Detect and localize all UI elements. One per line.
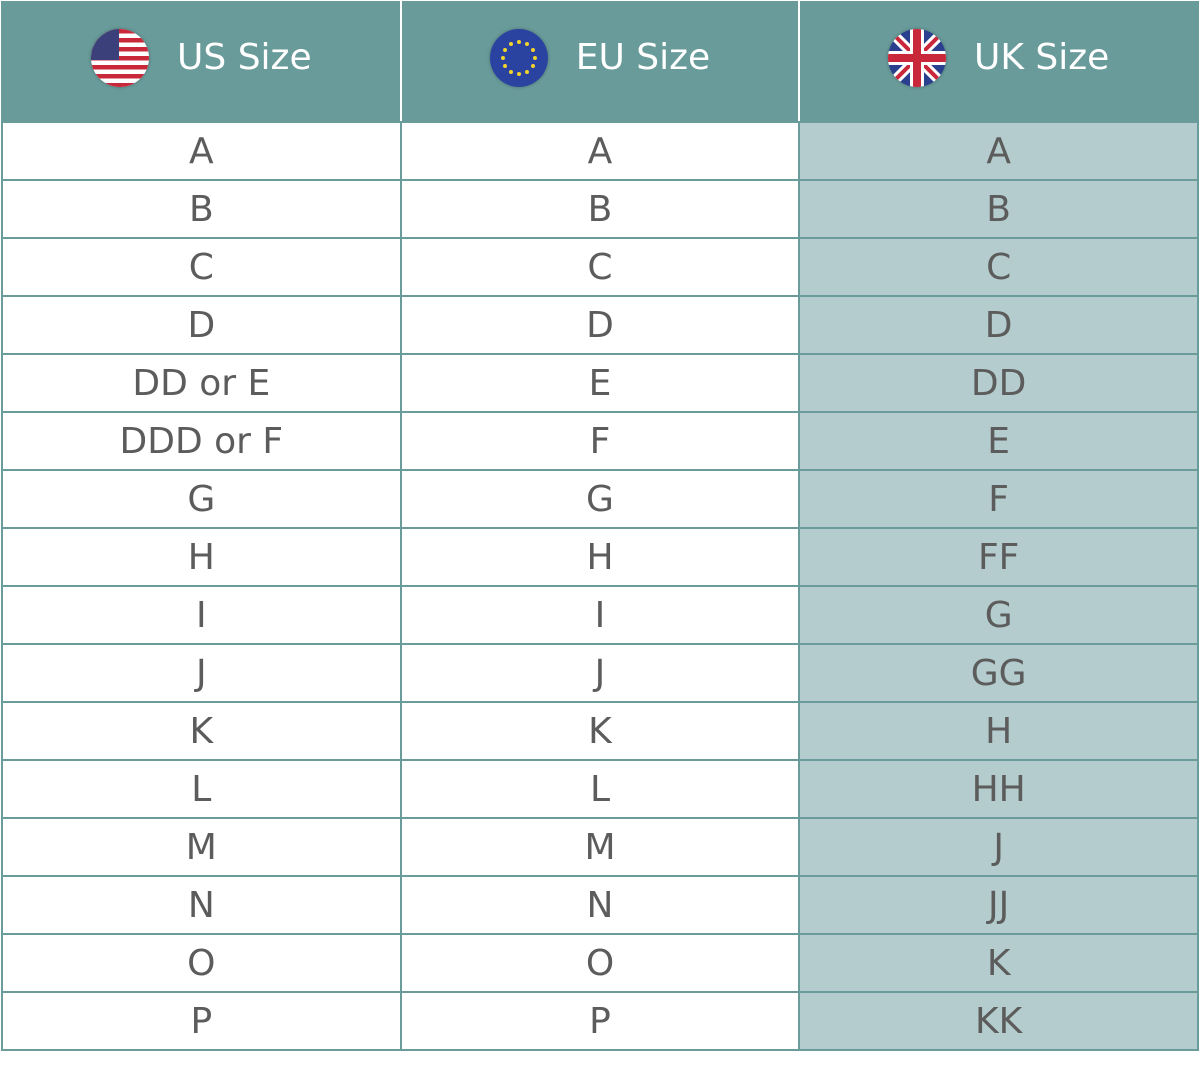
cell-us-size: L <box>1 759 402 819</box>
cell-uk-size: H <box>798 701 1199 761</box>
cell-eu-size: P <box>399 991 801 1051</box>
cell-uk-size: K <box>798 933 1199 993</box>
cell-us-size: I <box>1 585 402 645</box>
cell-uk-size: A <box>798 121 1199 181</box>
eu-flag-icon <box>489 28 548 87</box>
header-us-label: US Size <box>177 37 312 78</box>
cell-uk-size: G <box>798 585 1199 645</box>
cell-uk-size: E <box>798 411 1199 471</box>
cell-us-size: P <box>1 991 402 1051</box>
cell-eu-size: I <box>399 585 801 645</box>
header-eu-label: EU Size <box>575 37 711 78</box>
cell-us-size: M <box>1 817 402 877</box>
cell-us-size: DD or E <box>1 353 402 413</box>
header-uk-label: UK Size <box>974 37 1110 78</box>
table-row: P P KK <box>1 991 1199 1051</box>
cell-uk-size: KK <box>798 991 1199 1051</box>
cell-uk-size: B <box>798 179 1199 239</box>
cell-uk-size: FF <box>798 527 1199 587</box>
table-row: L L HH <box>1 759 1199 819</box>
table-row: J J GG <box>1 643 1199 703</box>
cell-eu-size: K <box>399 701 801 761</box>
cell-eu-size: E <box>399 353 801 413</box>
cell-eu-size: M <box>399 817 801 877</box>
cell-eu-size: L <box>399 759 801 819</box>
table-row: DD or E E DD <box>1 353 1199 413</box>
cell-us-size: H <box>1 527 402 587</box>
cell-eu-size: F <box>399 411 801 471</box>
cell-eu-size: N <box>399 875 801 935</box>
cell-us-size: B <box>1 179 402 239</box>
header-us: US Size <box>1 1 402 123</box>
cell-us-size: N <box>1 875 402 935</box>
cell-uk-size: J <box>798 817 1199 877</box>
cell-us-size: C <box>1 237 402 297</box>
cell-eu-size: O <box>399 933 801 993</box>
cell-us-size: O <box>1 933 402 993</box>
cell-uk-size: JJ <box>798 875 1199 935</box>
cell-us-size: DDD or F <box>1 411 402 471</box>
cell-eu-size: D <box>399 295 801 355</box>
cell-eu-size: G <box>399 469 801 529</box>
cell-uk-size: C <box>798 237 1199 297</box>
cell-uk-size: D <box>798 295 1199 355</box>
header-row: US Size EU Size <box>1 1 1199 123</box>
size-conversion-table: US Size EU Size <box>1 1 1199 1051</box>
uk-flag-icon <box>888 28 946 87</box>
cell-uk-size: F <box>798 469 1199 529</box>
cell-us-size: K <box>1 701 402 761</box>
cell-eu-size: H <box>399 527 801 587</box>
cell-eu-size: B <box>399 179 801 239</box>
table-row: N N JJ <box>1 875 1199 935</box>
cell-eu-size: J <box>399 643 801 703</box>
cell-uk-size: DD <box>798 353 1199 413</box>
cell-uk-size: HH <box>798 759 1199 819</box>
table-row: H H FF <box>1 527 1199 587</box>
header-eu: EU Size <box>399 1 801 123</box>
cell-us-size: A <box>1 121 402 181</box>
cell-eu-size: A <box>399 121 801 181</box>
us-flag-icon <box>91 28 150 87</box>
cell-us-size: G <box>1 469 402 529</box>
header-uk: UK Size <box>798 1 1199 123</box>
cell-eu-size: C <box>399 237 801 297</box>
cell-us-size: J <box>1 643 402 703</box>
cell-uk-size: GG <box>798 643 1199 703</box>
cell-us-size: D <box>1 295 402 355</box>
